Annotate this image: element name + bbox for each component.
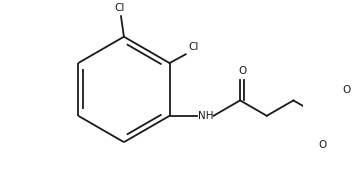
- Text: O: O: [343, 85, 351, 95]
- Text: NH: NH: [198, 111, 213, 121]
- Text: O: O: [238, 66, 246, 76]
- Text: Cl: Cl: [189, 42, 199, 52]
- Text: Cl: Cl: [114, 3, 125, 13]
- Text: O: O: [318, 140, 326, 150]
